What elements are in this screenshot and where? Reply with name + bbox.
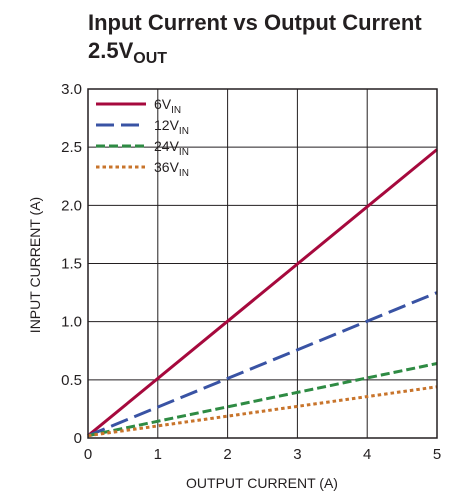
x-tick-label-1: 1 <box>154 446 162 463</box>
y-tick-labels: 0 0.5 1.0 1.5 2.0 2.5 3.0 <box>61 81 82 447</box>
y-tick-label-0: 0 <box>74 430 82 447</box>
series-line-1 <box>87 291 438 438</box>
y-tick-label-1: 0.5 <box>61 372 82 389</box>
legend-label-main-1: 12V <box>154 117 180 133</box>
y-axis-label: INPUT CURRENT (A) <box>27 197 43 333</box>
legend-label-main-3: 36V <box>154 159 180 175</box>
chart-title: Input Current vs Output Current <box>88 10 422 35</box>
series-line-0 <box>87 148 438 437</box>
legend-label-main-0: 6V <box>154 96 172 112</box>
plot-frame <box>87 88 438 439</box>
legend-label-1: 12VIN <box>154 117 189 137</box>
y-tick-label-2: 1.0 <box>61 314 82 331</box>
x-tick-label-3: 3 <box>293 446 301 463</box>
legend-label-sub-3: IN <box>179 168 189 179</box>
grid <box>88 89 437 438</box>
legend-label-sub-0: IN <box>171 105 181 116</box>
legend-label-sub-2: IN <box>179 147 189 158</box>
x-tick-label-4: 4 <box>363 446 371 463</box>
legend-label-2: 24VIN <box>154 138 189 158</box>
legend-label-sub-1: IN <box>179 126 189 137</box>
x-tick-label-2: 2 <box>223 446 231 463</box>
x-tick-label-5: 5 <box>433 446 441 463</box>
y-tick-label-3: 1.5 <box>61 256 82 273</box>
series-lines <box>87 148 438 438</box>
series-line-2 <box>87 362 438 438</box>
x-tick-label-0: 0 <box>84 446 92 463</box>
axis-frame <box>87 88 438 439</box>
y-tick-label-6: 3.0 <box>61 81 82 98</box>
chart-subtitle-sub: OUT <box>133 50 167 67</box>
chart-subtitle-main: 2.5V <box>88 38 134 63</box>
x-tick-labels: 0 1 2 3 4 5 <box>84 446 441 463</box>
legend-label-3: 36VIN <box>154 159 189 179</box>
x-axis-label: OUTPUT CURRENT (A) <box>186 475 338 491</box>
chart-subtitle: 2.5VOUT <box>88 38 167 67</box>
legend-label-main-2: 24V <box>154 138 180 154</box>
y-tick-label-4: 2.0 <box>61 197 82 214</box>
y-tick-label-5: 2.5 <box>61 139 82 156</box>
series-line-3 <box>87 385 438 438</box>
legend-label-0: 6VIN <box>154 96 181 116</box>
